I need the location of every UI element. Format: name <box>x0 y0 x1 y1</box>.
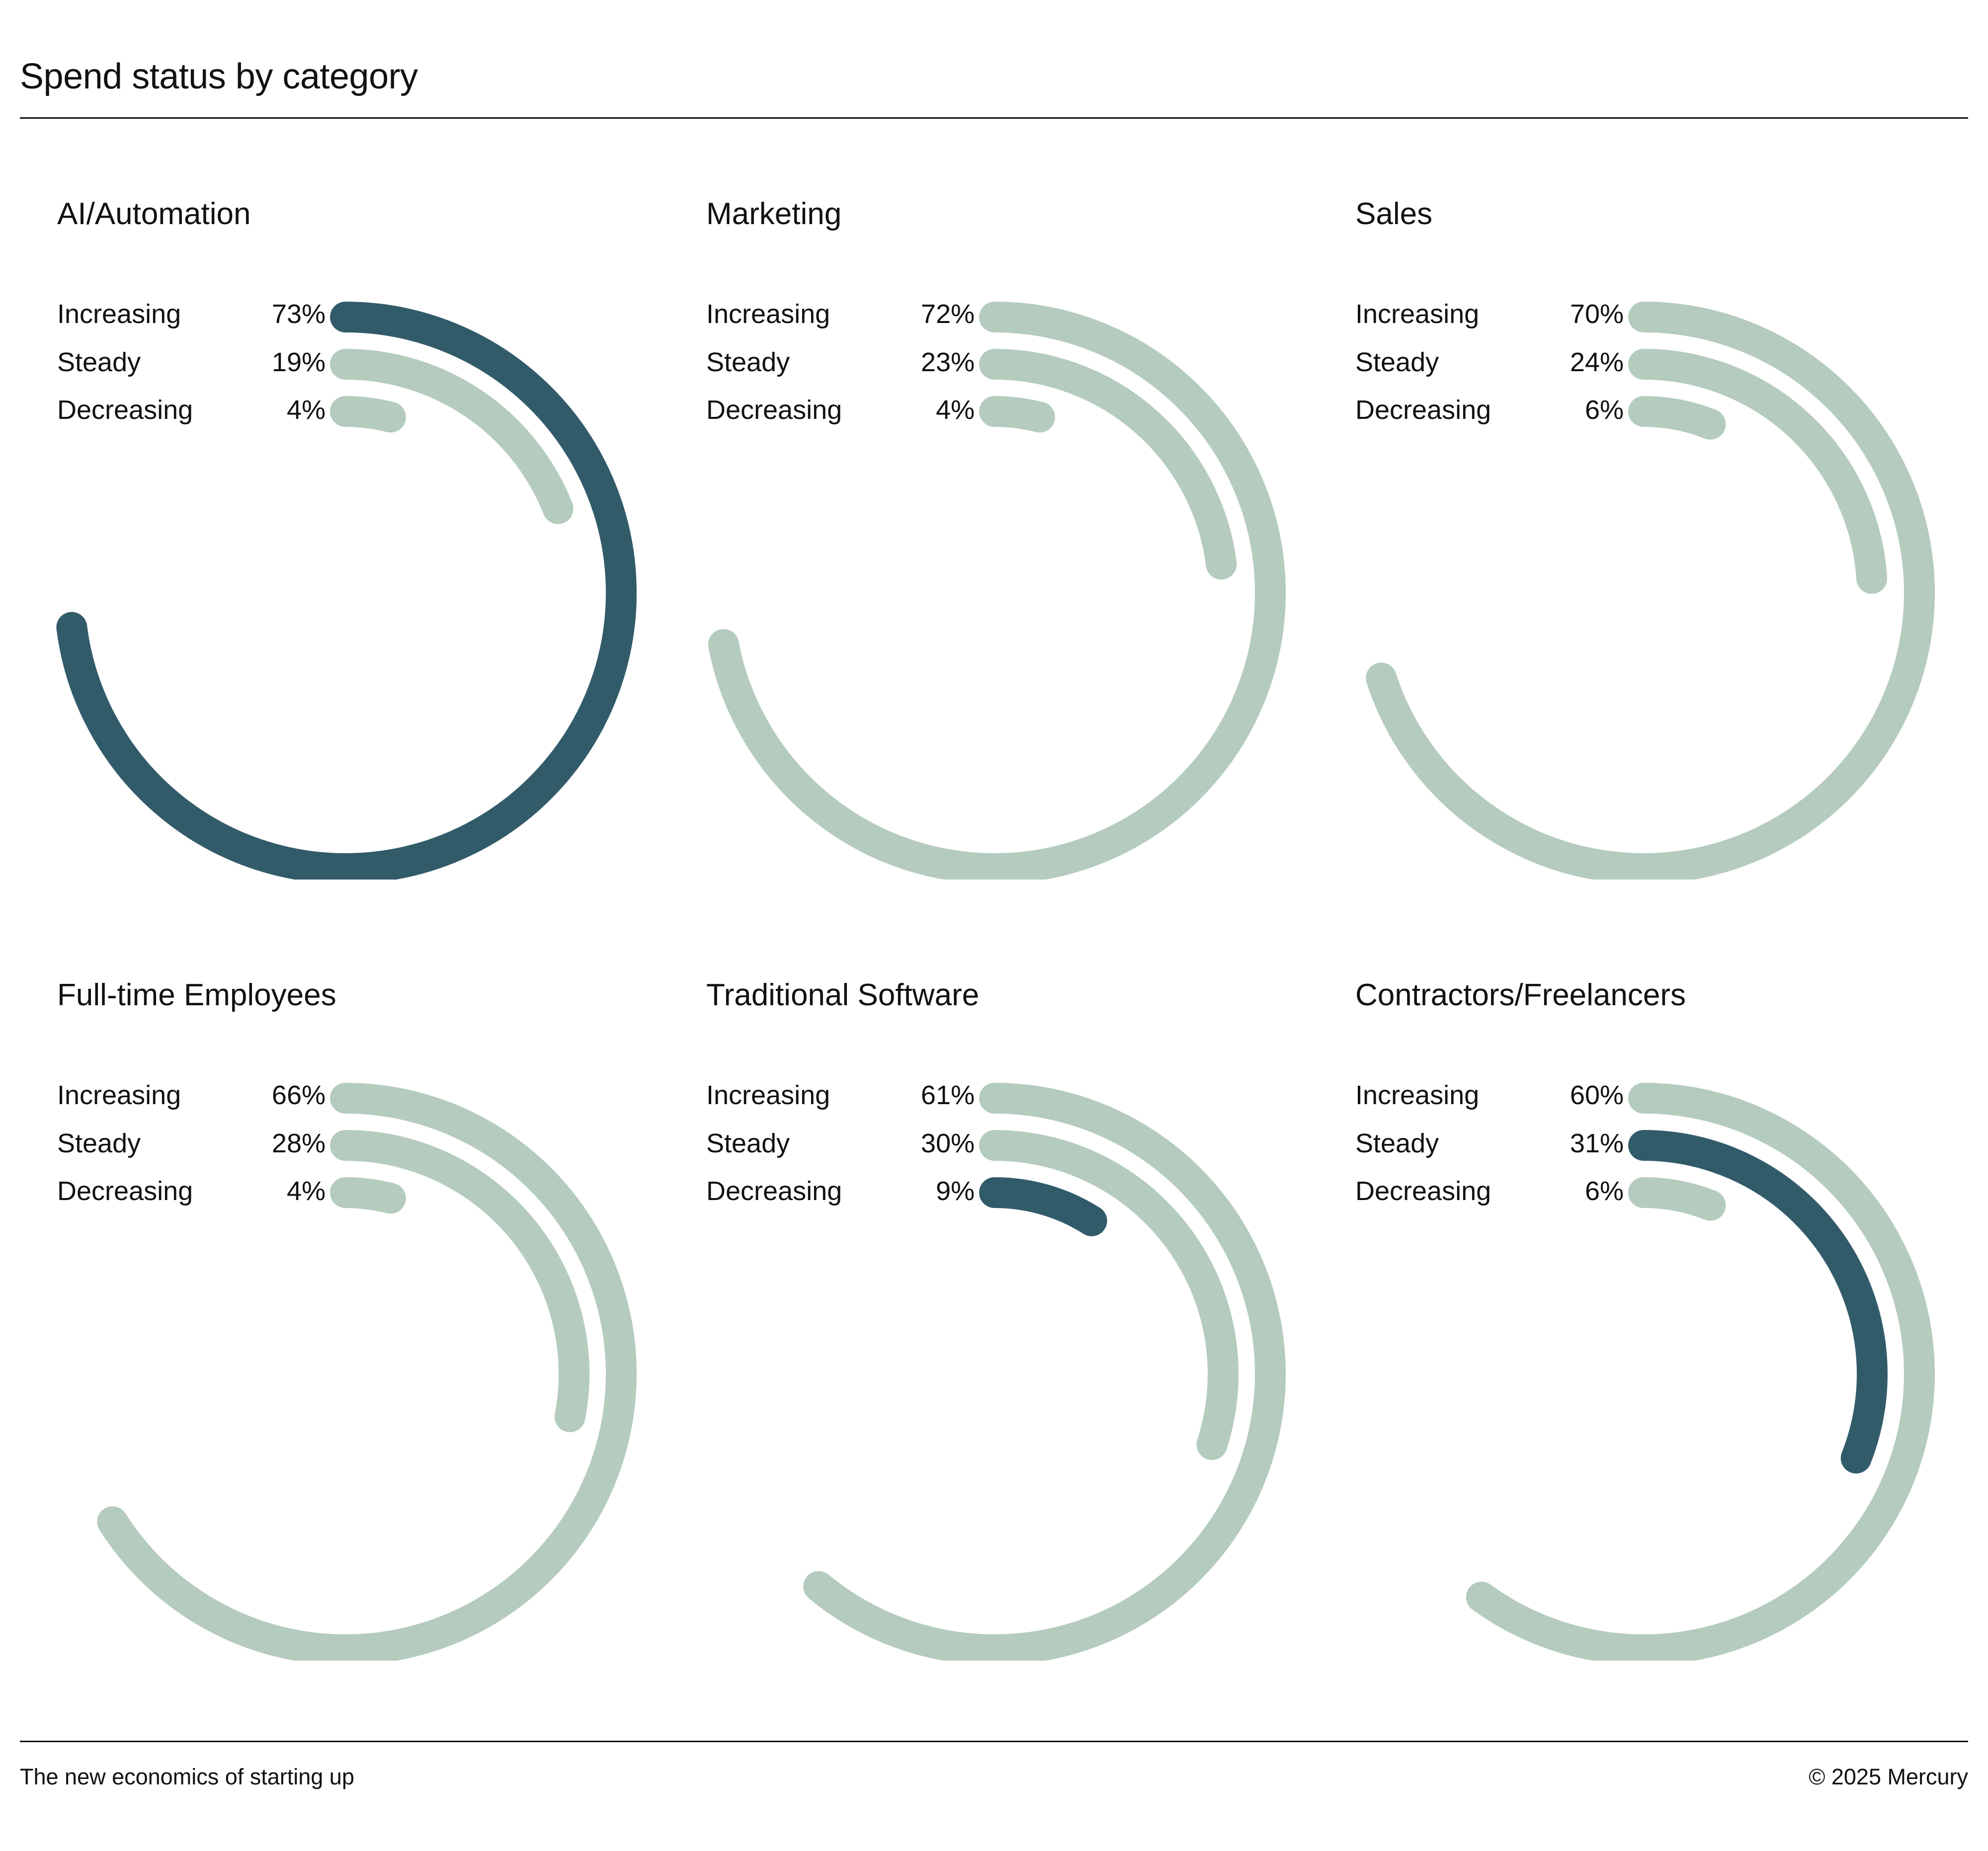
footer-copyright: © 2025 Mercury <box>1809 1764 1968 1789</box>
chart-title: AI/Automation <box>57 197 251 231</box>
arc-increasing <box>803 1083 1286 1661</box>
legend-row-increasing: Increasing 72% <box>706 301 975 335</box>
legend-row-increasing: Increasing 73% <box>57 301 326 335</box>
data-label: 4% <box>286 1176 326 1206</box>
series-label: Steady <box>1355 1128 1439 1158</box>
data-label: 4% <box>286 395 326 425</box>
legend-row-decreasing: Decreasing 6% <box>1355 397 1624 431</box>
series-label: Steady <box>706 1128 790 1158</box>
chart-panel-full-time-employees: Full-time Employees Increasing 66% Steady 28… <box>20 965 666 1661</box>
legend-row-steady: Steady 23% <box>706 349 975 384</box>
data-label: 73% <box>271 299 326 329</box>
arc-steady <box>979 1130 1239 1460</box>
data-label: 23% <box>920 347 975 377</box>
page-title: Spend status by category <box>20 57 418 96</box>
legend-row-increasing: Increasing 66% <box>57 1082 326 1117</box>
legend-row-steady: Steady 28% <box>57 1130 326 1165</box>
radial-chart <box>708 302 1286 880</box>
arc-decreasing <box>979 396 1055 433</box>
series-label: Increasing <box>1355 299 1480 329</box>
radial-chart <box>97 1083 637 1661</box>
arc-decreasing <box>330 1177 406 1214</box>
data-label: 19% <box>271 347 326 377</box>
data-label: 6% <box>1584 395 1624 425</box>
series-label: Decreasing <box>1355 1176 1491 1206</box>
series-label: Decreasing <box>57 395 193 425</box>
arc-increasing <box>1466 1083 1935 1661</box>
data-label: 4% <box>935 395 975 425</box>
data-label: 9% <box>935 1176 975 1206</box>
data-label: 6% <box>1584 1176 1624 1206</box>
arc-steady <box>330 1130 589 1433</box>
series-label: Steady <box>57 347 141 377</box>
radial-chart <box>1466 1083 1935 1661</box>
series-label: Decreasing <box>706 1176 842 1206</box>
chart-title: Contractors/Freelancers <box>1355 978 1686 1012</box>
series-label: Increasing <box>57 1080 181 1110</box>
arc-decreasing <box>330 396 406 433</box>
data-label: 31% <box>1570 1128 1624 1158</box>
legend-row-decreasing: Decreasing 6% <box>1355 1178 1624 1212</box>
arc-increasing <box>97 1083 637 1661</box>
legend-row-increasing: Increasing 70% <box>1355 301 1624 335</box>
footer-publication: The new economics of starting up <box>20 1764 354 1789</box>
data-label: 72% <box>920 299 975 329</box>
legend-row-decreasing: Decreasing 4% <box>706 397 975 431</box>
top-divider <box>20 117 1968 119</box>
legend-row-steady: Steady 30% <box>706 1130 975 1165</box>
data-label: 24% <box>1570 347 1624 377</box>
chart-panel-ai-automation: AI/Automation Increasing 73% Steady 19% Decre… <box>20 184 666 880</box>
legend-row-increasing: Increasing 61% <box>706 1082 975 1117</box>
chart-panel-marketing: Marketing Increasing 72% Steady 23% Decreasin… <box>669 184 1315 880</box>
arc-steady <box>979 349 1237 580</box>
arc-increasing <box>56 302 637 880</box>
data-label: 28% <box>271 1128 326 1158</box>
legend-row-decreasing: Decreasing 9% <box>706 1178 975 1212</box>
chart-title: Traditional Software <box>706 978 980 1012</box>
arc-decreasing <box>1628 1177 1726 1221</box>
legend-row-decreasing: Decreasing 4% <box>57 1178 326 1212</box>
radial-chart <box>1366 302 1935 880</box>
chart-title: Sales <box>1355 197 1433 231</box>
data-label: 30% <box>920 1128 975 1158</box>
arc-steady <box>1628 349 1888 594</box>
data-label: 66% <box>271 1080 326 1110</box>
arc-decreasing <box>1628 396 1726 440</box>
series-label: Decreasing <box>57 1176 193 1206</box>
legend-row-steady: Steady 19% <box>57 349 326 384</box>
series-label: Decreasing <box>1355 395 1491 425</box>
data-label: 70% <box>1570 299 1624 329</box>
chart-panel-sales: Sales Increasing 70% Steady 24% Decreasing 6% <box>1318 184 1964 880</box>
data-label: 60% <box>1570 1080 1624 1110</box>
series-label: Increasing <box>57 299 181 329</box>
series-label: Steady <box>1355 347 1439 377</box>
radial-chart <box>803 1083 1286 1661</box>
arc-increasing <box>708 302 1286 880</box>
legend-row-steady: Steady 24% <box>1355 349 1624 384</box>
chart-title: Marketing <box>706 197 842 231</box>
series-label: Steady <box>706 347 790 377</box>
bottom-divider <box>20 1741 1968 1742</box>
chart-title: Full-time Employees <box>57 978 336 1012</box>
radial-chart <box>56 302 637 880</box>
legend-row-decreasing: Decreasing 4% <box>57 397 326 431</box>
series-label: Increasing <box>706 299 830 329</box>
legend-row-increasing: Increasing 60% <box>1355 1082 1624 1117</box>
chart-panel-contractors-freelancers: Contractors/Freelancers Increasing 60% Stea… <box>1318 965 1964 1661</box>
series-label: Increasing <box>1355 1080 1480 1110</box>
arc-increasing <box>1366 302 1935 880</box>
chart-panel-traditional-software: Traditional Software Increasing 61% Steady 3… <box>669 965 1315 1661</box>
series-label: Increasing <box>706 1080 830 1110</box>
data-label: 61% <box>920 1080 975 1110</box>
arc-decreasing <box>979 1177 1107 1236</box>
series-label: Steady <box>57 1128 141 1158</box>
series-label: Decreasing <box>706 395 842 425</box>
arc-steady <box>1628 1130 1888 1474</box>
legend-row-steady: Steady 31% <box>1355 1130 1624 1165</box>
arc-steady <box>330 349 574 524</box>
